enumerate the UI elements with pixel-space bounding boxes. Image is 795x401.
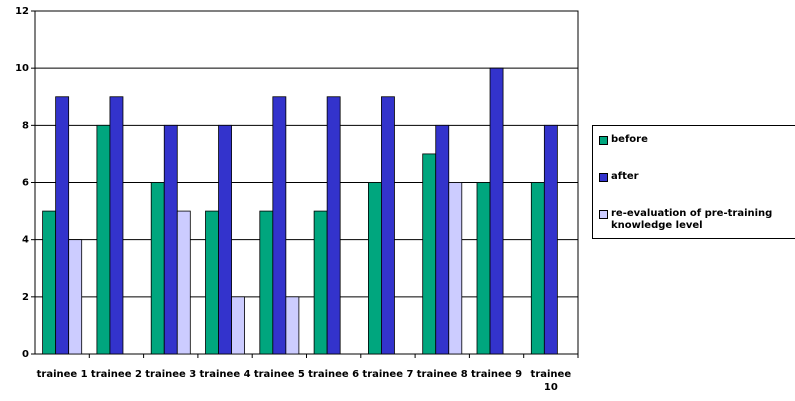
- bar: [68, 239, 83, 355]
- x-tick-label: trainee 7: [362, 369, 414, 380]
- legend-swatch: [599, 136, 608, 145]
- bar: [109, 96, 124, 355]
- x-tick-label: trainee 10: [530, 369, 572, 393]
- bar: [476, 182, 491, 355]
- bar: [259, 210, 274, 355]
- bar: [55, 96, 70, 355]
- bar: [42, 210, 57, 355]
- bar: [272, 96, 287, 355]
- legend-label: after: [611, 171, 639, 182]
- x-tick-label: trainee 1: [36, 369, 88, 380]
- bar: [285, 296, 300, 355]
- legend: before after re-evaluation of pre-training…: [592, 125, 795, 239]
- bar: [313, 210, 328, 355]
- y-tick-label: 12: [15, 6, 29, 17]
- bar: [530, 182, 545, 355]
- y-tick-label: 4: [22, 235, 29, 246]
- legend-item: before: [599, 134, 795, 146]
- legend-item: re-evaluation of pre-training knowledge …: [599, 208, 795, 232]
- bar: [326, 96, 341, 355]
- bar: [381, 96, 395, 355]
- x-tick-label: trainee 2: [90, 369, 142, 380]
- bar: [218, 124, 232, 355]
- legend-swatch: [599, 173, 608, 182]
- bar: [176, 210, 191, 355]
- legend-item: after: [599, 171, 795, 183]
- x-tick-label: trainee 9: [471, 369, 523, 380]
- x-tick-label: trainee 5: [253, 369, 305, 380]
- x-tick-label: trainee 8: [416, 369, 468, 380]
- bar: [150, 182, 165, 355]
- bar: [489, 67, 504, 355]
- y-tick-label: 2: [22, 292, 29, 303]
- bar: [368, 182, 382, 355]
- y-tick-label: 8: [22, 120, 29, 131]
- legend-label: re-evaluation of pre-training knowledge …: [611, 208, 773, 231]
- bar: [435, 124, 450, 355]
- chart: 0 2 4 6 8 10 12: [15, 6, 579, 360]
- legend-label: before: [611, 134, 648, 145]
- bar: [205, 210, 219, 355]
- x-tick-label: trainee 6: [308, 369, 360, 380]
- legend-swatch: [599, 210, 608, 219]
- x-tick-label: trainee 4: [199, 369, 251, 380]
- bar: [448, 182, 463, 355]
- bar: [231, 296, 245, 355]
- y-tick-label: 10: [15, 63, 29, 74]
- y-tick-label: 0: [22, 349, 29, 360]
- y-tick-label: 6: [22, 178, 29, 189]
- bar: [422, 153, 437, 355]
- bar: [163, 124, 178, 355]
- x-tick-label: trainee 3: [145, 369, 197, 380]
- bar: [96, 124, 111, 355]
- bar: [543, 124, 558, 355]
